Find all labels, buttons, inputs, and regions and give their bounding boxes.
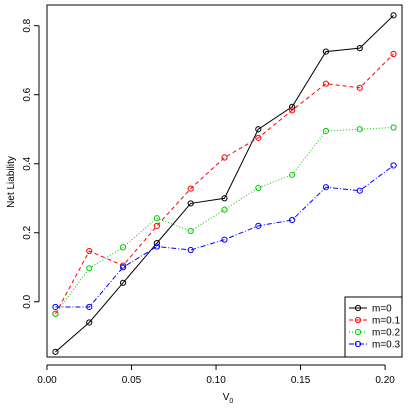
x-tick-label: 0.10 (206, 375, 226, 386)
series-line (55, 127, 394, 315)
data-point (390, 50, 397, 58)
series-group (52, 12, 397, 355)
series-4 (52, 162, 397, 311)
data-point (52, 348, 59, 355)
legend-marker (354, 340, 362, 348)
legend-label: m=0.3 (372, 340, 401, 351)
data-point (119, 279, 127, 286)
data-point (322, 184, 330, 191)
series-line (55, 53, 394, 315)
legend-marker (354, 304, 362, 312)
data-point (390, 124, 397, 131)
data-point (221, 195, 228, 202)
data-point (153, 222, 160, 229)
x-axis-title-main: V (223, 392, 230, 403)
x-tick-label: 0.00 (37, 375, 57, 386)
data-point (356, 187, 363, 194)
legend-box (344, 296, 403, 358)
data-point (187, 246, 194, 254)
x-axis: 0.00 0.05 0.10 0.15 0.20 (37, 364, 395, 386)
data-point (52, 303, 59, 311)
data-point (153, 243, 160, 250)
data-point (356, 84, 363, 91)
series-line (55, 14, 394, 353)
data-point (86, 303, 93, 311)
y-axis: 0.0 0.2 0.4 0.6 0.8 (22, 18, 40, 309)
y-tick-label: 0.2 (22, 225, 33, 239)
data-point (119, 244, 127, 251)
series-3 (52, 124, 397, 317)
legend-item: m=0.1 (349, 316, 401, 327)
data-point (86, 265, 93, 272)
data-point (289, 171, 296, 178)
series-1 (52, 12, 397, 355)
legend-item: m=0.3 (349, 340, 401, 351)
data-point (86, 247, 93, 255)
data-point (289, 216, 296, 224)
data-point (322, 48, 330, 55)
data-point (255, 126, 262, 133)
data-point (52, 310, 59, 317)
legend-label: m=0.1 (372, 316, 401, 327)
legend-label: m=0.2 (372, 328, 401, 339)
data-point (289, 107, 296, 114)
data-point (390, 162, 397, 169)
data-point (221, 236, 228, 243)
data-point (356, 45, 363, 52)
data-point (390, 12, 397, 19)
data-point (255, 222, 262, 229)
data-point (119, 262, 127, 269)
legend: m=0m=0.1m=0.2m=0.3 (344, 296, 403, 358)
series-2 (52, 50, 397, 317)
y-tick-label: 0.8 (22, 18, 33, 32)
data-point (289, 103, 296, 110)
data-point (86, 319, 93, 326)
y-tick-label: 0.6 (22, 87, 33, 101)
x-tick-label: 0.15 (291, 375, 311, 386)
series-line (55, 165, 394, 308)
y-axis-title: Net Liability (6, 156, 17, 208)
y-tick-label: 0.4 (22, 156, 33, 170)
data-point (255, 184, 262, 192)
data-point (187, 185, 194, 192)
plot-frame (46, 4, 403, 358)
plot-border (46, 4, 403, 358)
y-tick-label: 0.0 (22, 294, 33, 308)
data-point (322, 80, 330, 87)
x-axis-title: V0 (223, 392, 234, 405)
legend-item: m=0.2 (349, 328, 401, 339)
data-point (356, 126, 363, 133)
data-point (322, 127, 330, 135)
legend-marker (354, 316, 362, 324)
data-point (221, 206, 228, 213)
x-axis-title-subscript: 0 (229, 398, 233, 405)
data-point (255, 134, 262, 141)
legend-item: m=0 (349, 304, 392, 315)
legend-marker (354, 328, 362, 336)
data-point (187, 227, 194, 235)
data-point (187, 200, 194, 207)
x-tick-label: 0.05 (122, 375, 142, 386)
x-tick-label: 0.20 (375, 375, 395, 386)
data-point (153, 215, 160, 222)
data-point (221, 154, 228, 161)
legend-label: m=0 (372, 304, 392, 315)
data-point (153, 240, 160, 247)
data-point (119, 264, 127, 271)
